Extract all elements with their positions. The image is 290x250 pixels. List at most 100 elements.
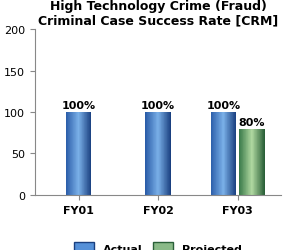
Bar xyxy=(224,112,225,195)
Bar xyxy=(231,112,232,195)
Bar xyxy=(76,112,77,195)
Bar xyxy=(223,112,224,195)
Bar xyxy=(151,112,152,195)
Bar xyxy=(255,129,256,195)
Bar xyxy=(155,112,156,195)
Bar xyxy=(156,112,157,195)
Bar xyxy=(258,129,259,195)
Bar xyxy=(146,112,147,195)
Bar xyxy=(216,112,217,195)
Bar xyxy=(213,112,214,195)
Bar xyxy=(211,112,212,195)
Bar xyxy=(90,112,91,195)
Bar xyxy=(220,112,221,195)
Bar xyxy=(164,112,165,195)
Bar xyxy=(159,112,160,195)
Bar xyxy=(229,112,230,195)
Bar xyxy=(82,112,83,195)
Bar xyxy=(85,112,86,195)
Bar xyxy=(234,112,235,195)
Bar xyxy=(167,112,168,195)
Bar xyxy=(233,112,234,195)
Bar xyxy=(248,129,249,195)
Bar xyxy=(79,112,80,195)
Bar xyxy=(242,129,243,195)
Bar xyxy=(254,129,255,195)
Bar xyxy=(247,129,248,195)
Bar xyxy=(219,112,220,195)
Bar xyxy=(160,112,161,195)
Bar xyxy=(249,129,250,195)
Bar xyxy=(75,112,76,195)
Bar xyxy=(78,112,79,195)
Bar xyxy=(239,129,240,195)
Bar xyxy=(81,112,82,195)
Bar xyxy=(232,112,233,195)
Bar xyxy=(72,112,73,195)
Text: 100%: 100% xyxy=(61,101,96,111)
Text: 80%: 80% xyxy=(239,118,265,127)
Bar xyxy=(154,112,155,195)
Bar xyxy=(168,112,169,195)
Bar xyxy=(66,112,67,195)
Bar xyxy=(240,129,241,195)
Bar xyxy=(217,112,218,195)
Bar xyxy=(261,129,262,195)
Text: 100%: 100% xyxy=(141,101,175,111)
Bar xyxy=(88,112,89,195)
Bar xyxy=(73,112,74,195)
Bar xyxy=(87,112,88,195)
Bar xyxy=(226,112,227,195)
Bar xyxy=(165,112,166,195)
Bar xyxy=(212,112,213,195)
Bar xyxy=(215,112,216,195)
Bar xyxy=(245,129,246,195)
Bar xyxy=(152,112,153,195)
Bar xyxy=(244,129,245,195)
Bar xyxy=(77,112,78,195)
Bar xyxy=(225,112,226,195)
Bar xyxy=(158,112,159,195)
Bar xyxy=(83,112,84,195)
Bar xyxy=(84,112,85,195)
Bar xyxy=(251,129,252,195)
Bar xyxy=(227,112,228,195)
Bar xyxy=(262,129,263,195)
Bar xyxy=(218,112,219,195)
Bar xyxy=(86,112,87,195)
Bar xyxy=(149,112,150,195)
Bar xyxy=(166,112,167,195)
Bar xyxy=(243,129,244,195)
Bar xyxy=(228,112,229,195)
Bar xyxy=(253,129,254,195)
Bar xyxy=(170,112,171,195)
Bar xyxy=(80,112,81,195)
Bar xyxy=(148,112,149,195)
Bar xyxy=(71,112,72,195)
Bar xyxy=(263,129,264,195)
Bar xyxy=(221,112,222,195)
Bar xyxy=(69,112,70,195)
Bar xyxy=(257,129,258,195)
Bar xyxy=(157,112,158,195)
Bar xyxy=(250,129,251,195)
Bar xyxy=(252,129,253,195)
Bar xyxy=(230,112,231,195)
Bar xyxy=(153,112,154,195)
Bar xyxy=(67,112,68,195)
Bar xyxy=(145,112,146,195)
Bar xyxy=(70,112,71,195)
Bar xyxy=(241,129,242,195)
Bar xyxy=(259,129,260,195)
Bar xyxy=(147,112,148,195)
Bar xyxy=(214,112,215,195)
Bar xyxy=(163,112,164,195)
Bar xyxy=(222,112,223,195)
Legend: Actual, Projected: Actual, Projected xyxy=(69,237,247,250)
Bar xyxy=(246,129,247,195)
Bar xyxy=(68,112,69,195)
Bar xyxy=(161,112,162,195)
Bar xyxy=(260,129,261,195)
Bar xyxy=(235,112,236,195)
Bar xyxy=(74,112,75,195)
